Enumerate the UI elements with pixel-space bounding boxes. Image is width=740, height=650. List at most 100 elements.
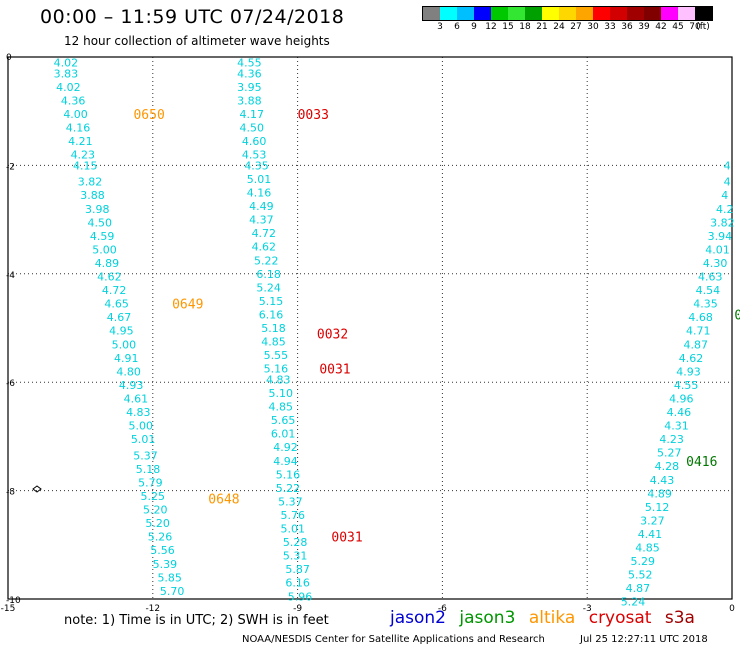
wave-height-value: 6.01 <box>271 428 296 441</box>
wave-height-value: 4.2 <box>716 203 734 216</box>
wave-height-value: 5.65 <box>271 414 296 427</box>
wave-height-value: 4.01 <box>705 243 730 256</box>
wave-height-value: 4.16 <box>66 121 91 134</box>
legend-item-s3a: s3a <box>664 608 695 628</box>
wave-height-value: 5.96 <box>288 590 313 603</box>
wave-height-value: 6.16 <box>285 577 310 590</box>
pass-time-label: 0033 <box>298 108 329 123</box>
wave-height-value: 5.37 <box>133 449 158 462</box>
y-tick-label: -6 <box>6 379 15 389</box>
wave-height-value: 6.16 <box>259 308 284 321</box>
wave-height-value: 4.53 <box>242 149 267 162</box>
color-swatch <box>423 7 440 20</box>
legend-item-jason3: jason3 <box>459 608 516 628</box>
map-frame <box>7 56 733 600</box>
color-scale-swatches <box>422 6 713 21</box>
color-swatch <box>491 7 508 20</box>
color-scale-label: 70 <box>689 22 701 32</box>
wave-height-map: -15 -12 -9 -6 -3 00-2-4-6-8-104.023.834.024.3… <box>1 53 740 612</box>
color-swatch <box>576 7 593 20</box>
wave-height-value: 4.65 <box>104 298 129 311</box>
wave-height-value: 4.17 <box>239 108 264 121</box>
wave-height-value: 4.87 <box>684 338 709 351</box>
wave-height-value: 3.88 <box>80 189 105 202</box>
wave-height-value: 4.85 <box>635 542 660 555</box>
color-scale-label: 3 <box>437 22 443 32</box>
color-scale-label: 30 <box>587 22 599 32</box>
wave-height-value: 4.23 <box>71 149 96 162</box>
wave-height-value: 4.37 <box>249 214 274 227</box>
pass-time-label: 0650 <box>133 108 164 123</box>
wave-height-value: 3.95 <box>237 81 262 94</box>
x-tick-label: -12 <box>145 604 160 612</box>
wave-height-value: 4.02 <box>54 56 79 69</box>
color-scale-label: 36 <box>621 22 633 32</box>
credit-text: NOAA/NESDIS Center for Satellite Applica… <box>242 634 545 645</box>
wave-height-value: 4.83 <box>126 406 151 419</box>
color-scale-label: 15 <box>502 22 514 32</box>
color-scale-legend: 3 6 9 12 15 18 21 24 27 30 33 36 39 42 45 70 (ft) <box>422 6 728 40</box>
page-subtitle: 12 hour collection of altimeter wave hei… <box>64 34 330 48</box>
color-scale-label: 42 <box>655 22 667 32</box>
wave-height-value: 4.93 <box>119 379 144 392</box>
wave-height-value: 4.83 <box>266 373 291 386</box>
color-swatch <box>525 7 542 20</box>
wave-height-value: 4.62 <box>97 271 122 284</box>
y-tick-label: -8 <box>6 488 15 498</box>
wave-height-value: 4.31 <box>664 420 689 433</box>
wave-height-value: 4.67 <box>107 311 132 324</box>
wave-height-value: 5.39 <box>153 558 178 571</box>
wave-height-value: 3.83 <box>54 67 79 80</box>
x-tick-label: -9 <box>293 604 302 612</box>
legend-item-jason2: jason2 <box>390 608 446 628</box>
wave-height-value: 4.61 <box>124 392 149 405</box>
wave-height-value: 5.01 <box>131 433 156 446</box>
y-tick-label: -10 <box>6 596 21 606</box>
wave-height-value: 4.85 <box>268 401 293 414</box>
wave-height-value: 4 <box>724 176 731 189</box>
wave-height-value: 4.72 <box>252 227 277 240</box>
color-scale-label: 33 <box>604 22 616 32</box>
color-scale-label: 27 <box>570 22 582 32</box>
wave-height-value: 5.22 <box>254 254 279 267</box>
wave-height-value: 4.62 <box>679 352 704 365</box>
wave-height-value: 4.91 <box>114 352 139 365</box>
wave-height-value: 4.35 <box>693 298 718 311</box>
wave-height-value: 4.00 <box>63 108 88 121</box>
wave-height-value: 5.22 <box>276 482 301 495</box>
wave-height-value: 5.10 <box>268 387 293 400</box>
wave-height-value: 5.24 <box>621 596 646 609</box>
wave-height-value: 4.80 <box>116 365 141 378</box>
wave-height-value: 4.89 <box>647 487 672 500</box>
wave-height-value: 5.25 <box>141 490 166 503</box>
pass-time-label: 0031 <box>331 531 362 546</box>
wave-height-value: 5.29 <box>630 555 655 568</box>
wave-height-value: 4.55 <box>674 379 699 392</box>
wave-height-value: 4.36 <box>61 94 86 107</box>
wave-height-value: 4.54 <box>696 284 721 297</box>
wave-height-value: 5.18 <box>136 463 161 476</box>
wave-height-value: 5.37 <box>278 495 303 508</box>
wave-height-value: 5.56 <box>150 544 175 557</box>
wave-height-value: 4.35 <box>244 159 269 172</box>
pass-time-label: 0648 <box>208 493 239 508</box>
wave-height-value: 4.50 <box>87 216 112 229</box>
color-scale-label: 24 <box>553 22 565 32</box>
color-swatch <box>678 7 695 20</box>
x-tick-label: -6 <box>438 604 447 612</box>
wave-height-value: 5.70 <box>160 585 185 598</box>
wave-height-value: 5.15 <box>259 295 284 308</box>
wave-height-value: 5.00 <box>92 243 117 256</box>
wave-height-value: 4.94 <box>273 455 298 468</box>
color-scale-label: 45 <box>672 22 684 32</box>
wave-height-value: 5.12 <box>645 501 670 514</box>
wave-height-value: 4.50 <box>239 121 264 134</box>
wave-height-value: 4.28 <box>655 460 680 473</box>
wave-height-value: 5.20 <box>143 504 168 517</box>
legend-item-cryosat: cryosat <box>588 608 652 628</box>
wave-height-value: 4.92 <box>273 441 298 454</box>
pass-time-label: 0031 <box>319 363 350 378</box>
wave-height-value: 4.30 <box>703 257 728 270</box>
color-swatch <box>457 7 474 20</box>
wave-height-value: 3.82 <box>78 176 103 189</box>
